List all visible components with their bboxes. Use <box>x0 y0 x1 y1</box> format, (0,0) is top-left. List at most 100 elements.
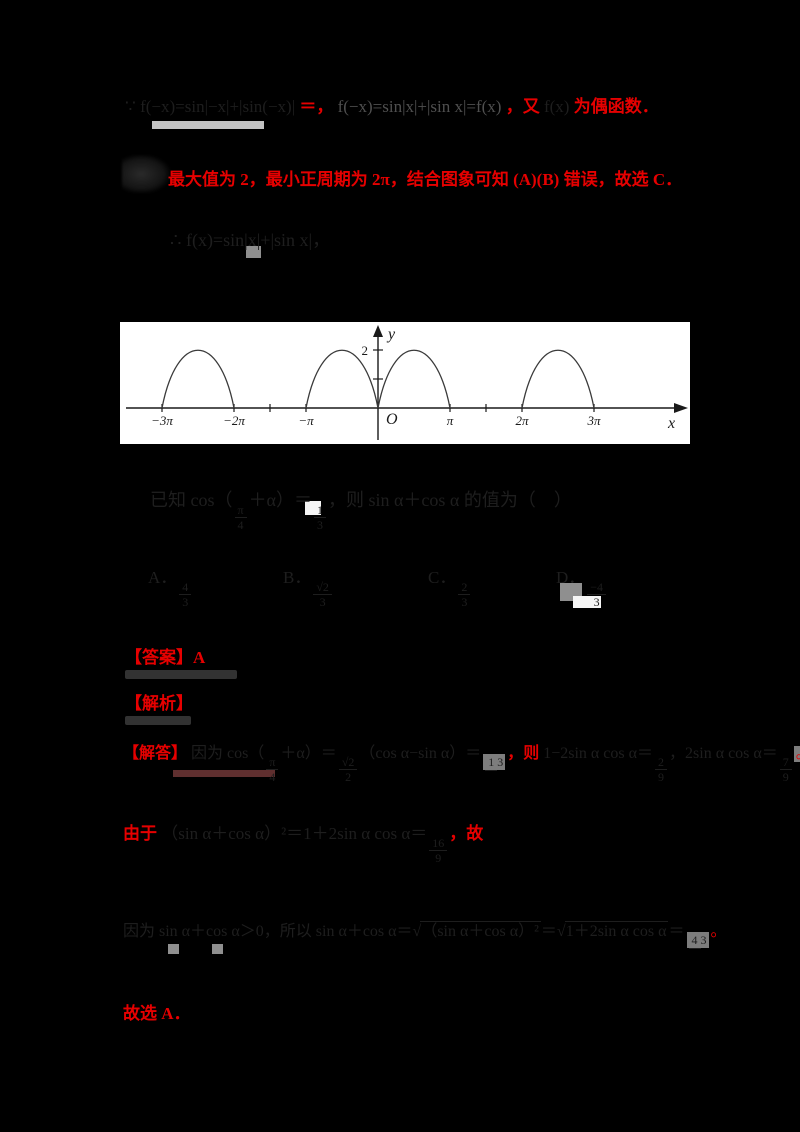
faint-formula-text: ＝ <box>668 923 685 940</box>
option-d: D． −4 3 <box>556 568 608 608</box>
question-text: 已知 cos（ <box>150 490 233 510</box>
tick-label-neg2pi: −2π <box>223 413 245 428</box>
faint-formula-text: 因为 sin α＋cos α＞0，所以 sin α＋cos α＝ <box>123 923 413 940</box>
fraction-numerator: π <box>234 504 247 518</box>
radical-sign: √ <box>412 923 422 940</box>
faint-formula-text: （sin α＋cos α）²＝1＋2sin α cos α＝ <box>161 824 428 843</box>
text-smudge <box>125 716 191 725</box>
analysis-label: 【解析】 <box>125 694 193 713</box>
red-period: 。 <box>710 923 727 940</box>
fraction-denominator: 3 <box>182 595 189 609</box>
faint-formula-text: ∵ f(−x)=sin|−x|+|sin(−x)| <box>125 97 296 116</box>
fraction: −4 3 <box>587 581 607 609</box>
x-axis-arrow-icon <box>674 403 688 413</box>
question-line: 已知 cos（ π 4 ＋α）＝ 1 3 ，则 sin α＋cos α 的值为（ ） <box>150 490 572 531</box>
white-artifact-block <box>573 596 601 608</box>
fraction-denominator: 2 <box>345 770 352 784</box>
conclusion-text: 故选 A． <box>123 1004 191 1023</box>
tick-label-2pi: 2π <box>515 413 529 428</box>
fraction-denominator: 3 <box>497 755 504 769</box>
red-inline-text: 由于 <box>123 824 157 843</box>
red-inline-text: ，又 <box>505 97 540 116</box>
y-tick-label-2: 2 <box>362 343 369 358</box>
tick-label-pi: π <box>447 413 454 428</box>
y-axis-arrow-icon <box>373 325 383 337</box>
analysis-line-1: 【解答】 因为 cos（ π 4 ＋α）＝ √2 2 （cos α−sin α）＝ 1 3 ，则 … <box>123 744 800 783</box>
red-conclusion-text: 为偶函数． <box>573 97 659 116</box>
origin-label: O <box>386 411 398 428</box>
function-curve <box>161 349 595 409</box>
red-inline-text: ＝， <box>299 97 334 116</box>
fraction-numerator: 2 <box>458 581 471 595</box>
option-c: C． 2 3 <box>428 568 472 608</box>
fraction-numerator: −4 <box>587 581 607 595</box>
solution1-line2: 最大值为 2，最小正周期为 2π，结合图象可知 (A)(B) 错误，故选 C． <box>168 170 682 190</box>
fraction-numerator: π <box>266 756 279 770</box>
conclusion-line: 故选 A． <box>123 1004 191 1024</box>
function-graph: −3π −2π −π O π 2π 3π 2 y x <box>126 325 688 440</box>
red-period: 。 <box>796 745 800 762</box>
dark-red-underline <box>173 770 275 777</box>
fraction: √2 2 <box>338 756 358 784</box>
gray-formula-text: f(−x)=sin|x|+|sin x|=f(x) <box>337 97 502 116</box>
fraction-denominator: 3 <box>593 595 600 609</box>
sqrt-expression: 1＋2sin α cos α <box>564 921 669 940</box>
fraction-numerator: 1 <box>485 755 498 771</box>
fraction-numerator: 7 <box>779 756 792 770</box>
option-b: B． √2 3 <box>283 568 334 608</box>
question-text: ，则 sin α＋cos α 的值为（ ） <box>328 490 572 510</box>
solution1-line1: ∵ f(−x)=sin|−x|+|sin(−x)| ＝， f(−x)=sin|x… <box>125 97 659 117</box>
red-inline-text: ，故 <box>449 824 484 843</box>
fraction-numerator: 4 <box>688 933 701 949</box>
graph-panel: −3π −2π −π O π 2π 3π 2 y x <box>120 322 690 444</box>
fraction-denominator: 4 <box>237 518 244 532</box>
radical-sign: √ <box>556 923 566 940</box>
gray-artifact-block <box>246 246 261 258</box>
faint-formula-text: 因为 cos（ <box>191 745 265 762</box>
option-a: A． 4 3 <box>148 568 193 608</box>
solution1-formula: ∴ f(x)=sin|x|+|sin x|， <box>170 230 330 252</box>
fraction-numerator: 2 <box>655 756 668 770</box>
red-analysis-text: 最大值为 2，最小正周期为 2π，结合图象可知 (A)(B) 错误，故选 C． <box>168 170 683 189</box>
gray-artifact-block <box>212 944 223 954</box>
option-label: A． <box>148 568 178 587</box>
question-text: ＋α）＝ <box>248 490 312 510</box>
fraction-denominator: 3 <box>317 518 323 532</box>
answer-label: 【答案】A <box>125 648 206 667</box>
fraction-denominator: 4 <box>269 770 276 784</box>
fraction-denominator: 9 <box>782 770 789 784</box>
fraction-denominator: 9 <box>658 770 665 784</box>
gray-artifact-block <box>168 944 179 954</box>
faint-formula-text: 1−2sin α cos α＝ <box>539 745 654 762</box>
white-artifact-block <box>305 501 321 515</box>
analysis-line-3: 因为 sin α＋cos α＞0，所以 sin α＋cos α＝√（sin α＋… <box>123 921 727 949</box>
y-axis-ticks <box>373 349 383 380</box>
red-inline-text: ，则 <box>507 745 540 762</box>
fraction-numerator: √2 <box>338 756 358 770</box>
option-label: D． <box>556 568 586 587</box>
fraction-numerator: 16 <box>429 837 448 851</box>
fraction-numerator: 1 <box>314 504 326 518</box>
red-solution-label: 【解答】 <box>123 745 188 762</box>
faint-formula-text: f(x) <box>543 97 570 116</box>
fraction-denominator: 3 <box>461 595 468 609</box>
fraction-denominator: 3 <box>700 933 707 947</box>
faint-formula-text: （cos α−sin α）＝ <box>359 745 482 762</box>
analysis-line-2: 由于 （sin α＋cos α）²＝1＋2sin α cos α＝ 16 9 ，故 <box>123 824 483 864</box>
fraction: √2 3 <box>313 581 332 608</box>
fraction-denominator: 3 <box>319 595 326 609</box>
tick-label-neg3pi: −3π <box>151 413 173 428</box>
fraction-denominator: 9 <box>435 851 442 865</box>
highlight-bar <box>152 121 264 129</box>
fraction: 16 9 <box>429 837 448 865</box>
y-axis-label: y <box>386 326 396 343</box>
faint-formula-text: ∴ f(x)=sin|x|+|sin x|， <box>170 230 331 250</box>
